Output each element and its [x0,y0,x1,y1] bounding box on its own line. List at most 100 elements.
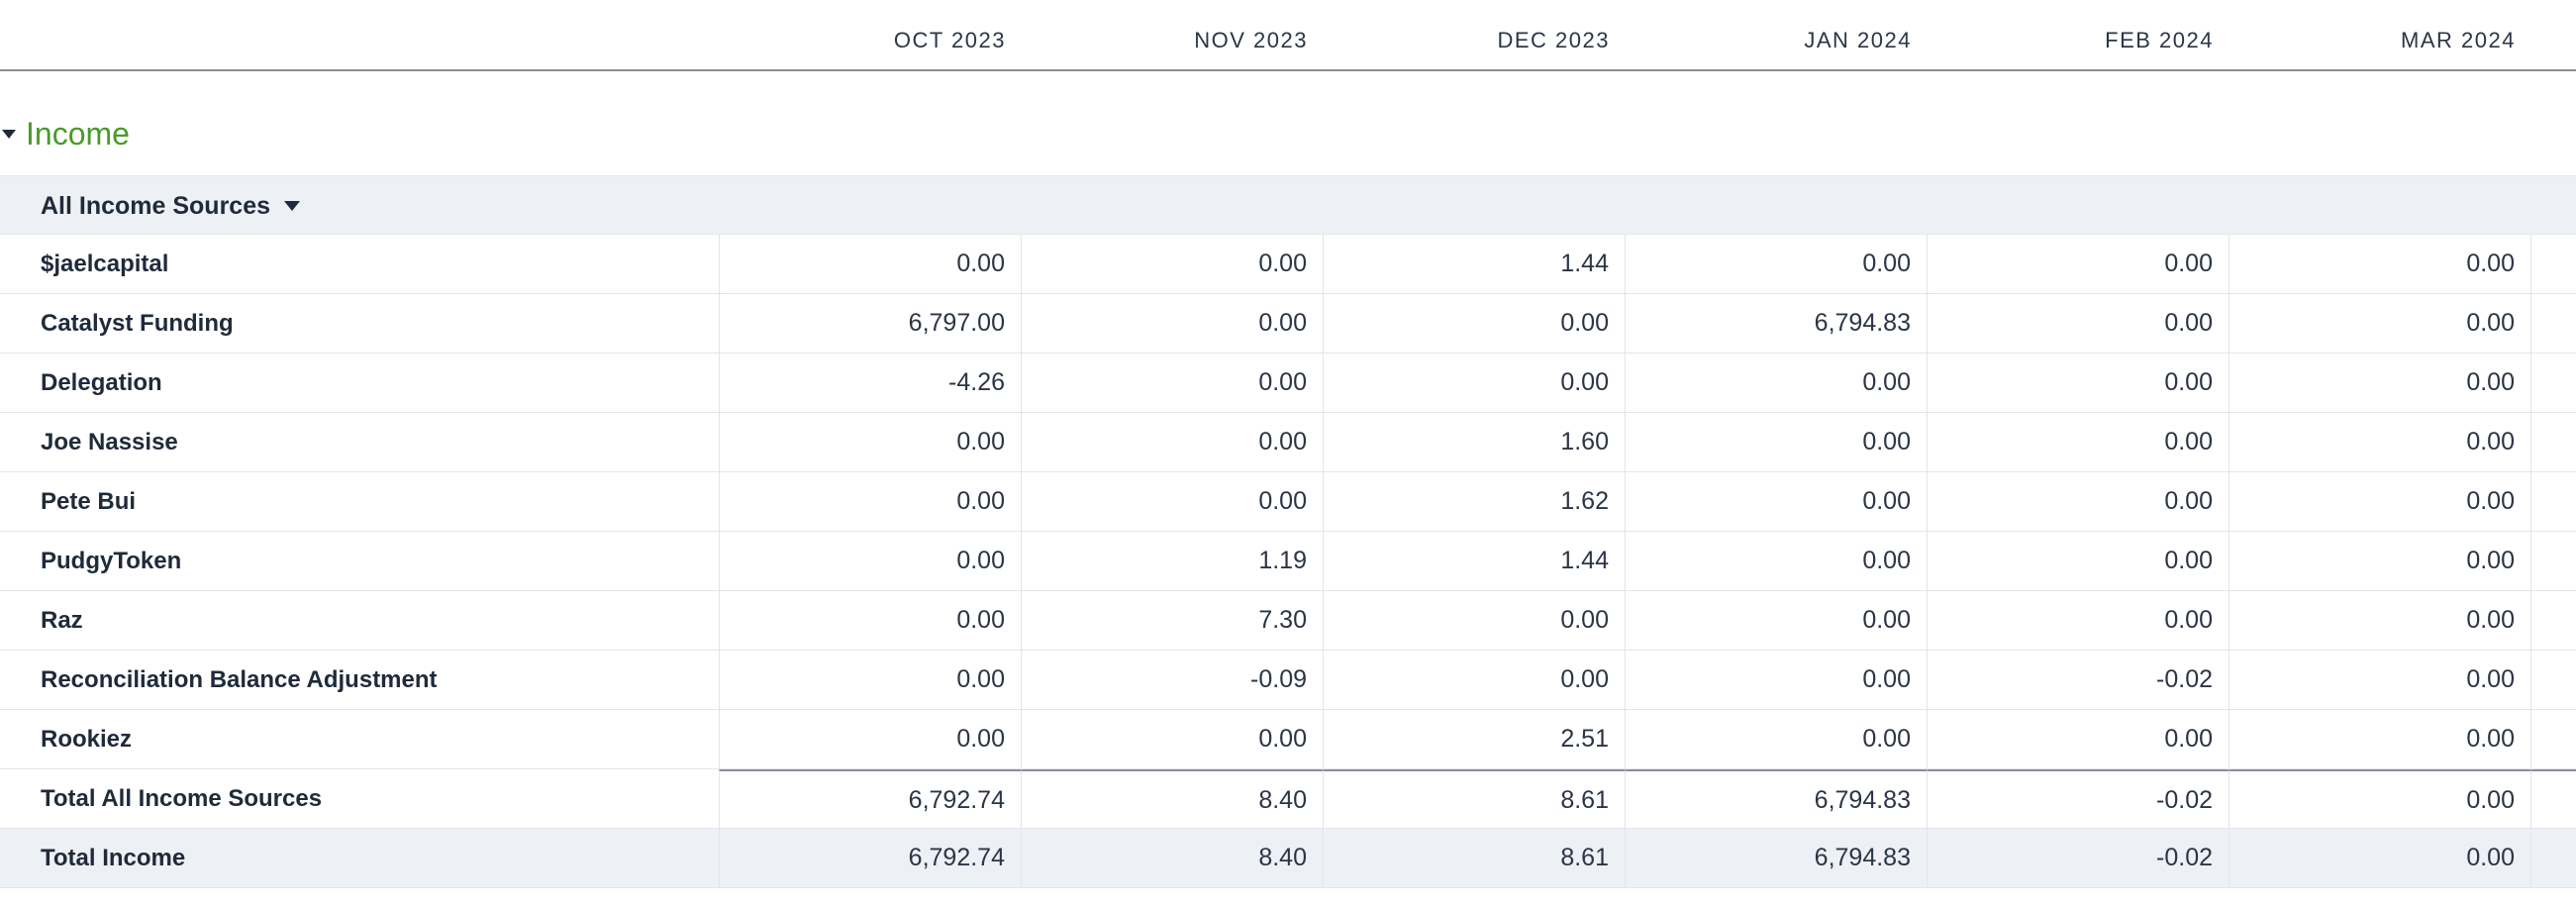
subtotal-cell[interactable]: 6,792.74 [719,769,1021,828]
value-cell[interactable]: 0.00 [1625,591,1927,650]
table-row[interactable]: Pete Bui 0.00 0.00 1.62 0.00 0.00 0.00 [0,472,2576,532]
value-cell[interactable]: 0.00 [1021,413,1323,471]
subtotal-cell[interactable]: 8.61 [1323,769,1625,828]
value-cell[interactable]: 0.00 [1021,235,1323,293]
column-header-jan-2024: JAN 2024 [1804,28,1912,52]
subtotal-cell[interactable]: 6,794.83 [1625,769,1927,828]
value-cell[interactable]: 7.30 [1021,591,1323,650]
value-cell[interactable]: 0.00 [1021,294,1323,353]
value-cell[interactable]: 0.00 [1927,532,2229,590]
subtotal-cell[interactable]: 8.40 [1021,769,1323,828]
row-label[interactable]: Pete Bui [41,488,137,515]
value-cell[interactable]: 0.00 [1323,294,1625,353]
value-cell[interactable]: 0.00 [1625,354,1927,412]
value-cell[interactable]: 0.00 [1323,354,1625,412]
value-cell[interactable]: 0.00 [1927,413,2229,471]
total-cell[interactable]: 8.61 [1323,829,1625,887]
group-caret-down-icon[interactable] [284,201,301,211]
value-cell[interactable]: 0.00 [1927,235,2229,293]
value-cell[interactable]: 0.00 [1927,472,2229,531]
value-cell[interactable]: 6,794.83 [1625,294,1927,353]
value-cell[interactable]: 1.62 [1323,472,1625,531]
value-cell[interactable]: 1.44 [1323,532,1625,590]
value-cell[interactable]: 0.00 [2229,591,2530,650]
value-cell[interactable]: 1.60 [1323,413,1625,471]
total-cell[interactable]: 0.00 [2229,829,2530,887]
value-cell[interactable]: 0.00 [1927,591,2229,650]
group-toggle[interactable]: All Income Sources [41,176,301,236]
total-cell[interactable]: -0.02 [1927,829,2229,887]
value-cell[interactable]: 0.00 [719,472,1021,531]
value-cell[interactable]: 0.00 [1625,651,1927,709]
income-section-title[interactable]: Income [26,115,130,152]
value-cell[interactable]: -0.02 [1927,651,2229,709]
row-label[interactable]: $jaelcapital [41,251,169,277]
value-cell[interactable]: -0.09 [1021,651,1323,709]
table-row[interactable]: Catalyst Funding 6,797.00 0.00 0.00 6,794.83… [0,294,2576,354]
table-row[interactable]: PudgyToken 0.00 1.19 1.44 0.00 0.00 0.00 [0,532,2576,591]
value-cell[interactable]: 6,797.00 [719,294,1021,353]
value-cell[interactable]: 0.00 [1323,591,1625,650]
value-cell[interactable]: 0.00 [1625,532,1927,590]
total-cell[interactable]: 6,794.83 [1625,829,1927,887]
value-cell[interactable]: 2.51 [1323,710,1625,768]
row-label[interactable]: PudgyToken [41,548,182,574]
value-cell[interactable]: 0.00 [2229,651,2530,709]
value-cell[interactable]: 0.00 [719,532,1021,590]
row-label[interactable]: Delegation [41,369,162,396]
row-label[interactable]: Rookiez [41,726,133,753]
subtotal-cell[interactable]: 0.00 [2229,769,2530,828]
total-cell[interactable]: 6,792.74 [719,829,1021,887]
value-cell[interactable]: 0.00 [1021,472,1323,531]
value-cell[interactable]: 0.00 [1625,235,1927,293]
value-cell[interactable]: 0.00 [1625,413,1927,471]
value-cell[interactable]: 0.00 [719,591,1021,650]
row-label[interactable]: Joe Nassise [41,429,178,455]
value-cell[interactable]: 1.44 [1323,235,1625,293]
total-row: Total Income 6,792.74 8.40 8.61 6,794.83… [0,829,2576,888]
value-cell[interactable]: 0.00 [1021,354,1323,412]
value-cell[interactable]: 0.00 [2229,294,2530,353]
value-cell[interactable]: 0.00 [1323,651,1625,709]
extra-cell [2530,591,2576,650]
column-header-feb-2024: FEB 2024 [2105,28,2214,52]
table-row[interactable]: Delegation -4.26 0.00 0.00 0.00 0.00 0.00 [0,354,2576,413]
table-row[interactable]: $jaelcapital 0.00 0.00 1.44 0.00 0.00 0.00 [0,235,2576,294]
row-label[interactable]: Catalyst Funding [41,310,234,337]
value-cell[interactable]: 0.00 [2229,710,2530,768]
table-row[interactable]: Rookiez 0.00 0.00 2.51 0.00 0.00 0.00 [0,710,2576,769]
value-cell[interactable]: 1.19 [1021,532,1323,590]
value-cell[interactable]: 0.00 [2229,413,2530,471]
table-row[interactable]: Raz 0.00 7.30 0.00 0.00 0.00 0.00 [0,591,2576,651]
value-cell[interactable]: 0.00 [2229,472,2530,531]
table-row[interactable]: Reconciliation Balance Adjustment 0.00 -0.… [0,651,2576,710]
extra-cell [2530,472,2576,531]
extra-cell [2530,532,2576,590]
extra-cell [2530,413,2576,471]
value-cell[interactable]: 0.00 [719,710,1021,768]
group-label[interactable]: All Income Sources [41,191,271,220]
value-cell[interactable]: 0.00 [719,235,1021,293]
total-cell[interactable]: 8.40 [1021,829,1323,887]
income-table: All Income Sources $jaelcapital 0.00 0.00 1… [0,175,2576,888]
value-cell[interactable]: 0.00 [719,413,1021,471]
value-cell[interactable]: 0.00 [2229,532,2530,590]
income-section-toggle[interactable]: Income [0,109,130,158]
group-header-row: All Income Sources [0,175,2576,235]
value-cell[interactable]: 0.00 [1021,710,1323,768]
value-cell[interactable]: 0.00 [1625,472,1927,531]
extra-cell [2530,354,2576,412]
row-label[interactable]: Reconciliation Balance Adjustment [41,666,438,693]
row-label[interactable]: Raz [41,607,83,634]
value-cell[interactable]: -4.26 [719,354,1021,412]
value-cell[interactable]: 0.00 [1927,710,2229,768]
subtotal-cell[interactable]: -0.02 [1927,769,2229,828]
value-cell[interactable]: 0.00 [2229,235,2530,293]
value-cell[interactable]: 0.00 [1927,354,2229,412]
value-cell[interactable]: 0.00 [719,651,1021,709]
table-row[interactable]: Joe Nassise 0.00 0.00 1.60 0.00 0.00 0.00 [0,413,2576,472]
value-cell[interactable]: 0.00 [1625,710,1927,768]
value-cell[interactable]: 0.00 [1927,294,2229,353]
value-cell[interactable]: 0.00 [2229,354,2530,412]
collapse-caret-icon[interactable] [2,129,16,139]
